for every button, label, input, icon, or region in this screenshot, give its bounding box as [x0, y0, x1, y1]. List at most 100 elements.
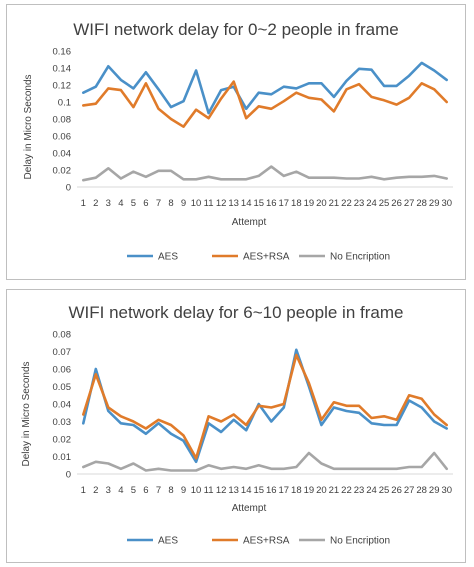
x-tick-label: 28 [416, 198, 427, 209]
x-tick-label: 13 [228, 198, 239, 209]
chart-1-svg: WIFI network delay for 0~2 people in fra… [23, 20, 453, 263]
x-tick-label: 16 [266, 485, 277, 496]
chart-1-plot-area: 00.020.040.060.080.10.120.140.161 2 3 4 5 6 7 8… [53, 47, 453, 209]
chart-panel-2: WIFI network delay for 6~10 people in fr… [6, 289, 466, 563]
y-tick-label: 0.02 [53, 435, 72, 446]
x-tick-label: 11 [204, 485, 214, 496]
chart-2-x-axis-title: Attempt [232, 503, 267, 514]
x-tick-label: 16 [266, 198, 277, 209]
x-tick-label: 27 [404, 198, 415, 209]
x-tick-label: 2 [93, 485, 98, 496]
chart-2-svg: WIFI network delay for 6~10 people in fr… [21, 303, 453, 547]
x-tick-label: 10 [191, 485, 202, 496]
legend-label: AES+RSA [243, 252, 290, 263]
y-tick-label: 0.04 [53, 400, 72, 411]
x-tick-label: 26 [391, 198, 402, 209]
chart-1-x-axis-title: Attempt [232, 217, 267, 228]
x-tick-label: 3 [106, 198, 111, 209]
chart-panel-1: WIFI network delay for 0~2 people in fra… [6, 4, 466, 280]
x-tick-label: 26 [391, 485, 402, 496]
x-tick-label: 7 [156, 485, 161, 496]
chart-1-title: WIFI network delay for 0~2 people in fra… [73, 20, 399, 39]
y-tick-label: 0.03 [53, 417, 72, 428]
y-tick-label: 0.08 [53, 115, 72, 126]
x-tick-label: 4 [118, 198, 123, 209]
x-tick-label: 18 [291, 198, 302, 209]
x-tick-label: 15 [253, 198, 264, 209]
series-line-no-encription [82, 451, 449, 472]
x-tick-label: 21 [329, 485, 340, 496]
x-tick-label: 24 [366, 485, 377, 496]
legend-label: AES+RSA [243, 536, 290, 547]
series-line-no-encription [82, 165, 449, 182]
x-tick-label: 25 [379, 198, 390, 209]
x-tick-label: 5 [131, 198, 136, 209]
y-tick-label: 0 [66, 470, 71, 481]
x-tick-label: 1 [81, 198, 86, 209]
chart-1-legend: AES AES+RSA No Encription [127, 252, 390, 263]
y-tick-label: 0.07 [53, 347, 72, 358]
y-tick-label: 0.08 [53, 330, 72, 341]
x-tick-label: 20 [316, 198, 327, 209]
legend-label: No Encription [330, 252, 390, 263]
x-tick-label: 17 [279, 485, 290, 496]
x-tick-label: 8 [168, 198, 173, 209]
x-tick-label: 10 [191, 198, 202, 209]
x-tick-label: 9 [181, 485, 186, 496]
x-tick-label: 1 [81, 485, 86, 496]
legend-label: AES [158, 252, 178, 263]
x-tick-label: 6 [143, 485, 148, 496]
y-tick-label: 0.12 [53, 81, 72, 92]
chart-2-plot-area: 00.010.020.030.040.050.060.070.081 2 3 4 5 6 7… [53, 330, 453, 496]
chart-1-y-axis-title: Delay in Micro Seconds [23, 74, 34, 179]
legend-label: No Encription [330, 536, 390, 547]
x-tick-label: 6 [143, 198, 148, 209]
y-tick-label: 0.06 [53, 132, 72, 143]
y-tick-label: 0.06 [53, 365, 72, 376]
x-tick-label: 24 [366, 198, 377, 209]
x-tick-label: 25 [379, 485, 390, 496]
x-tick-label: 20 [316, 485, 327, 496]
x-tick-label: 14 [241, 198, 252, 209]
x-tick-label: 3 [106, 485, 111, 496]
x-tick-label: 18 [291, 485, 302, 496]
x-tick-label: 28 [416, 485, 427, 496]
x-tick-label: 22 [341, 198, 352, 209]
x-tick-label: 19 [304, 485, 315, 496]
y-tick-label: 0.02 [53, 166, 72, 177]
y-tick-label: 0.1 [58, 98, 71, 109]
series-line-aes-rsa [82, 353, 449, 460]
x-tick-label: 7 [156, 198, 161, 209]
x-tick-label: 12 [216, 198, 227, 209]
x-tick-label: 13 [228, 485, 239, 496]
x-tick-label: 30 [441, 485, 452, 496]
chart-2-y-axis-title: Delay in Micro Seconds [21, 361, 32, 466]
chart-2-legend: AES AES+RSA No Encription [127, 536, 390, 547]
y-tick-label: 0.16 [53, 47, 72, 58]
x-tick-label: 27 [404, 485, 415, 496]
y-tick-label: 0.04 [53, 149, 72, 160]
y-tick-label: 0.14 [53, 64, 72, 75]
y-tick-label: 0.05 [53, 382, 72, 393]
x-tick-label: 22 [341, 485, 352, 496]
series-line-aes-rsa [82, 80, 449, 128]
x-tick-label: 23 [354, 485, 365, 496]
x-tick-label: 15 [253, 485, 264, 496]
x-tick-label: 9 [181, 198, 186, 209]
series-line-aes [82, 348, 449, 464]
y-tick-label: 0.01 [53, 452, 72, 463]
x-tick-label: 2 [93, 198, 98, 209]
x-tick-label: 29 [429, 198, 440, 209]
x-tick-label: 4 [118, 485, 123, 496]
x-tick-label: 5 [131, 485, 136, 496]
x-tick-label: 12 [216, 485, 227, 496]
x-tick-label: 23 [354, 198, 365, 209]
legend-label: AES [158, 536, 178, 547]
x-tick-label: 19 [304, 198, 315, 209]
x-tick-label: 14 [241, 485, 252, 496]
x-tick-label: 30 [441, 198, 452, 209]
x-tick-label: 11 [204, 198, 214, 209]
x-tick-label: 29 [429, 485, 440, 496]
x-tick-label: 8 [168, 485, 173, 496]
x-tick-label: 17 [279, 198, 290, 209]
